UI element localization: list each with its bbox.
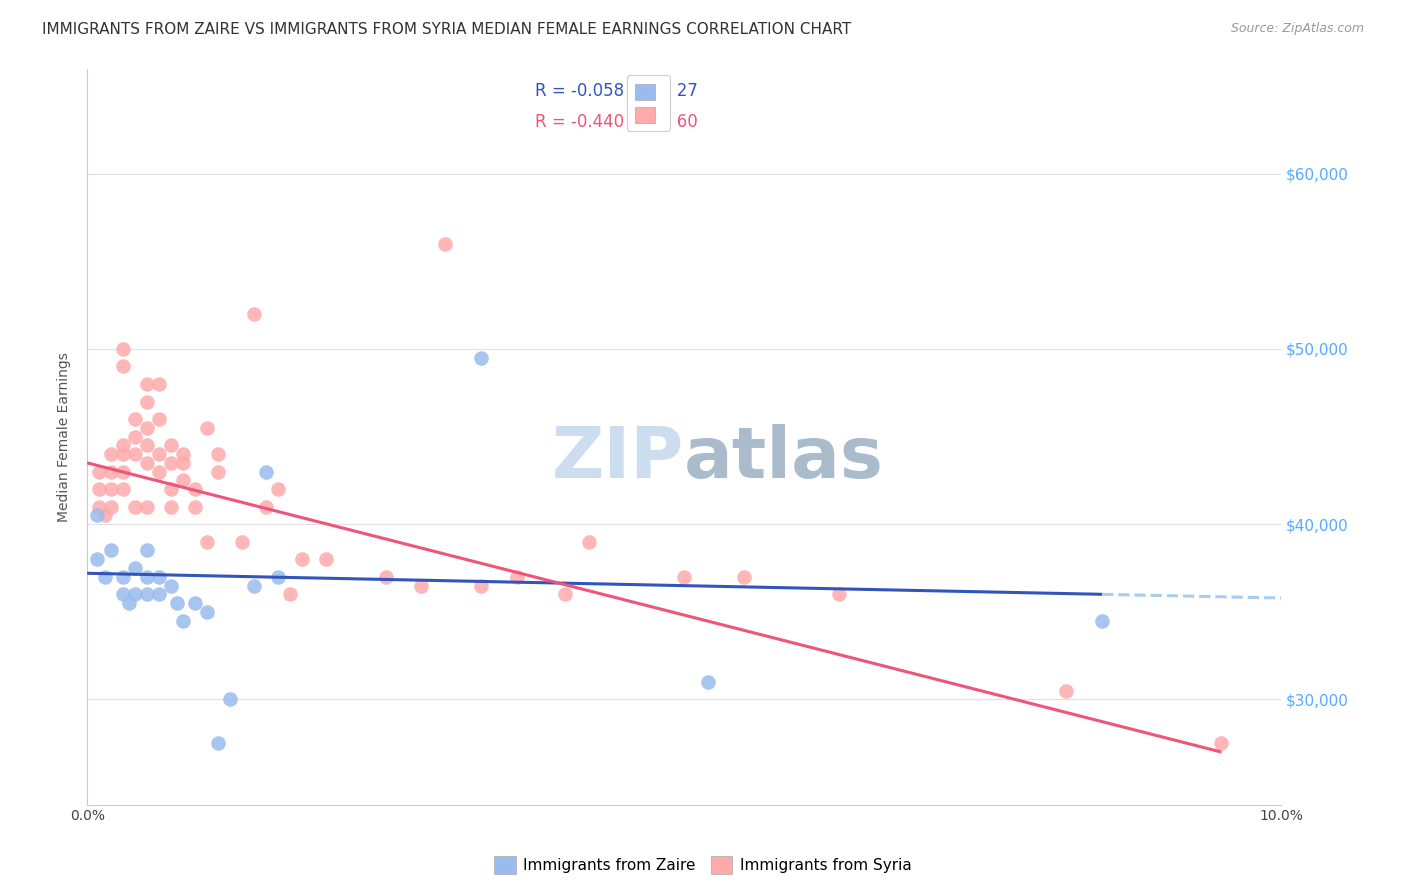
Point: [148, 412, 170, 426]
Point: [1211, 736, 1233, 750]
Point: [111, 570, 134, 584]
Y-axis label: Median Female Earnings: Median Female Earnings: [58, 351, 72, 522]
Point: [111, 359, 134, 374]
Point: [172, 474, 194, 488]
Point: [470, 578, 492, 592]
Point: [374, 570, 396, 584]
Point: [111, 587, 134, 601]
Point: [207, 736, 229, 750]
Point: [267, 570, 290, 584]
Point: [135, 394, 157, 409]
Point: [207, 447, 229, 461]
Point: [124, 447, 146, 461]
Point: [135, 438, 157, 452]
Point: [124, 500, 146, 514]
Point: [124, 429, 146, 443]
Point: [828, 587, 851, 601]
Point: [243, 578, 266, 592]
Point: [87, 482, 110, 496]
Point: [411, 578, 433, 592]
Point: [254, 500, 277, 514]
Point: [673, 570, 696, 584]
Point: [554, 587, 576, 601]
Point: [172, 447, 194, 461]
Point: [111, 342, 134, 356]
Point: [118, 596, 141, 610]
Point: [87, 500, 110, 514]
Point: [243, 307, 266, 321]
Point: [124, 587, 146, 601]
Point: [578, 534, 600, 549]
Text: ZIP: ZIP: [553, 425, 685, 493]
Point: [135, 587, 157, 601]
Point: [183, 482, 205, 496]
Point: [124, 561, 146, 575]
Point: [159, 578, 181, 592]
Point: [1091, 614, 1114, 628]
Point: [135, 570, 157, 584]
Text: IMMIGRANTS FROM ZAIRE VS IMMIGRANTS FROM SYRIA MEDIAN FEMALE EARNINGS CORRELATIO: IMMIGRANTS FROM ZAIRE VS IMMIGRANTS FROM…: [42, 22, 852, 37]
Point: [1054, 683, 1077, 698]
Point: [506, 570, 529, 584]
Point: [148, 376, 170, 391]
Text: Source: ZipAtlas.com: Source: ZipAtlas.com: [1230, 22, 1364, 36]
Point: [94, 508, 117, 523]
Point: [172, 614, 194, 628]
Point: [195, 534, 218, 549]
Point: [148, 447, 170, 461]
Point: [159, 438, 181, 452]
Legend: Immigrants from Zaire, Immigrants from Syria: Immigrants from Zaire, Immigrants from S…: [488, 850, 918, 880]
Point: [278, 587, 301, 601]
Point: [86, 552, 108, 566]
Point: [148, 587, 170, 601]
Point: [124, 412, 146, 426]
Point: [159, 500, 181, 514]
Point: [183, 500, 205, 514]
Point: [148, 465, 170, 479]
Point: [195, 605, 218, 619]
Point: [100, 500, 122, 514]
Text: R = -0.058   N = 27: R = -0.058 N = 27: [534, 82, 697, 100]
Point: [697, 675, 720, 690]
Point: [94, 570, 117, 584]
Point: [111, 482, 134, 496]
Point: [111, 438, 134, 452]
Point: [135, 421, 157, 435]
Point: [135, 456, 157, 470]
Point: [733, 570, 755, 584]
Point: [183, 596, 205, 610]
Point: [135, 376, 157, 391]
Point: [159, 482, 181, 496]
Point: [100, 465, 122, 479]
Point: [231, 534, 253, 549]
Point: [111, 465, 134, 479]
Point: [100, 447, 122, 461]
Point: [135, 500, 157, 514]
Point: [87, 465, 110, 479]
Text: R = -0.440   N = 60: R = -0.440 N = 60: [534, 113, 697, 131]
Point: [148, 570, 170, 584]
Point: [434, 236, 457, 251]
Legend: , : ,: [627, 76, 669, 131]
Point: [267, 482, 290, 496]
Point: [219, 692, 242, 706]
Point: [291, 552, 314, 566]
Text: atlas: atlas: [685, 425, 884, 493]
Point: [159, 456, 181, 470]
Point: [315, 552, 337, 566]
Point: [135, 543, 157, 558]
Point: [166, 596, 188, 610]
Point: [195, 421, 218, 435]
Point: [86, 508, 108, 523]
Point: [254, 465, 277, 479]
Point: [172, 456, 194, 470]
Point: [207, 465, 229, 479]
Point: [111, 447, 134, 461]
Point: [100, 543, 122, 558]
Point: [100, 482, 122, 496]
Point: [470, 351, 492, 365]
